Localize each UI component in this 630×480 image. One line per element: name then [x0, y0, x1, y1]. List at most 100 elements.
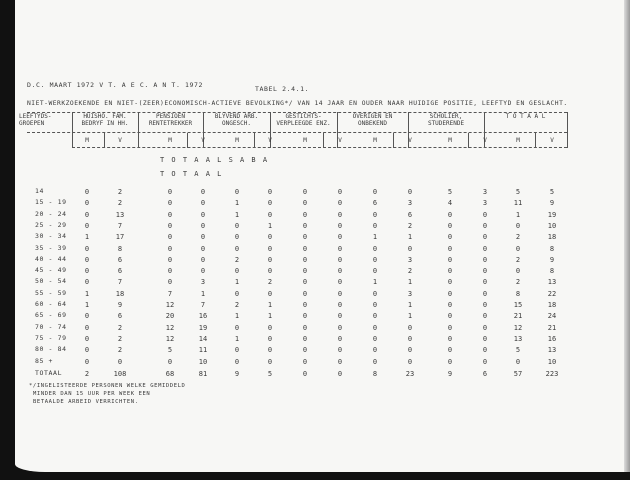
- table-cell: 1: [267, 312, 273, 321]
- table-cell: 0: [337, 244, 343, 253]
- total-cell: 81: [198, 370, 208, 378]
- table-cell: 1: [234, 199, 240, 208]
- row-label: 55 - 59: [35, 288, 67, 297]
- table-cell: 3: [407, 199, 413, 208]
- sub-header: M: [448, 137, 452, 144]
- group-header: T O T A A L: [505, 113, 546, 120]
- table-cell: 0: [515, 244, 521, 253]
- sub-header: M: [303, 137, 307, 144]
- table-cell: 0: [302, 346, 308, 355]
- table-cell: 0: [372, 312, 378, 321]
- table-cell: 0: [372, 323, 378, 332]
- sub-header: M: [168, 137, 172, 144]
- table-cell: 0: [84, 244, 90, 253]
- total-cell: 8: [372, 370, 378, 378]
- table-cell: 16: [198, 312, 208, 321]
- table-cell: 8: [515, 289, 521, 298]
- total-cell: 5: [267, 370, 273, 378]
- table-cell: 0: [267, 334, 273, 343]
- section-total: T O T A A L: [160, 170, 223, 178]
- table-cell: 1: [84, 289, 90, 298]
- total-cell: 108: [113, 370, 127, 378]
- table-cell: 2: [515, 255, 521, 264]
- sub-divider: [253, 133, 255, 148]
- table-cell: 0: [84, 199, 90, 208]
- table-cell: 21: [547, 323, 557, 332]
- footnote-1: */INGELISTEERDE PERSONEN WELKE GEMIDDELD: [29, 383, 186, 389]
- header-rule-bottom: [72, 147, 567, 148]
- table-cell: 0: [482, 289, 488, 298]
- table-cell: 0: [302, 267, 308, 276]
- table-cell: 0: [234, 188, 240, 196]
- table-cell: 1: [407, 312, 413, 321]
- total-cell: 68: [165, 370, 175, 378]
- table-cell: 0: [302, 199, 308, 208]
- table-cell: 7: [117, 221, 123, 230]
- table-cell: 0: [167, 221, 173, 230]
- sub-header: M: [373, 137, 377, 144]
- table-cell: 0: [407, 334, 413, 343]
- table-cell: 0: [302, 221, 308, 230]
- total-cell: 9: [234, 370, 240, 378]
- table-cell: 0: [447, 357, 453, 366]
- table-cell: 2: [234, 301, 240, 309]
- total-label: TOTAAL: [35, 369, 63, 377]
- table-cell: 10: [198, 357, 208, 366]
- table-cell: 12: [165, 334, 175, 343]
- table-cell: 7: [167, 289, 173, 298]
- footnote-3: BETAALDE ARBEID VERRICHTEN.: [33, 399, 139, 405]
- table-cell: 0: [302, 278, 308, 287]
- table-cell: 1: [234, 278, 240, 287]
- table-cell: 2: [515, 278, 521, 287]
- table-cell: 0: [447, 289, 453, 298]
- table-cell: 0: [337, 267, 343, 276]
- row-label: 70 - 74: [35, 322, 67, 331]
- table-cell: 8: [117, 244, 123, 253]
- row-label: 14: [35, 187, 45, 195]
- sub-header: M: [235, 137, 239, 144]
- table-cell: 0: [337, 301, 343, 309]
- table-cell: 0: [407, 188, 413, 196]
- table-cell: 0: [84, 346, 90, 355]
- table-cell: 0: [482, 323, 488, 332]
- total-cell: 0: [302, 370, 308, 378]
- table-cell: 0: [372, 244, 378, 253]
- table-cell: 0: [84, 323, 90, 332]
- row-label: 25 - 29: [35, 220, 67, 229]
- table-cell: 0: [167, 233, 173, 242]
- table-cell: 0: [84, 312, 90, 321]
- table-cell: 19: [547, 210, 557, 219]
- table-cell: 0: [337, 210, 343, 219]
- table-cell: 0: [447, 323, 453, 332]
- table-cell: 0: [447, 278, 453, 287]
- table-cell: 1: [372, 233, 378, 242]
- row-label: 35 - 39: [35, 243, 67, 252]
- source-line: D.C. MAART 1972 V T. A E C. A N T. 1972: [27, 81, 204, 89]
- table-cell: 1: [407, 301, 413, 309]
- table-cell: 0: [372, 188, 378, 196]
- total-cell: 23: [405, 370, 415, 378]
- table-cell: 9: [549, 255, 555, 264]
- table-cell: 0: [482, 312, 488, 321]
- table-cell: 0: [337, 346, 343, 355]
- table-cell: 5: [167, 346, 173, 355]
- table-cell: 0: [302, 233, 308, 242]
- table-cell: 2: [117, 199, 123, 208]
- table-cell: 13: [115, 210, 125, 219]
- table-cell: 0: [482, 278, 488, 287]
- table-cell: 0: [234, 233, 240, 242]
- table-cell: 1: [267, 221, 273, 230]
- sub-header: V: [268, 137, 272, 144]
- table-cell: 0: [267, 357, 273, 366]
- sub-divider: [322, 133, 324, 148]
- table-cell: 2: [117, 334, 123, 343]
- table-cell: 0: [482, 346, 488, 355]
- table-cell: 14: [198, 334, 208, 343]
- table-cell: 0: [267, 244, 273, 253]
- table-cell: 0: [337, 255, 343, 264]
- table-cell: 0: [515, 221, 521, 230]
- table-title: NIET-WERKZOEKENDE EN NIET-(ZEER)ECONOMIS…: [27, 100, 568, 107]
- total-cell: 2: [84, 370, 90, 378]
- table-cell: 0: [337, 221, 343, 230]
- table-cell: 0: [337, 323, 343, 332]
